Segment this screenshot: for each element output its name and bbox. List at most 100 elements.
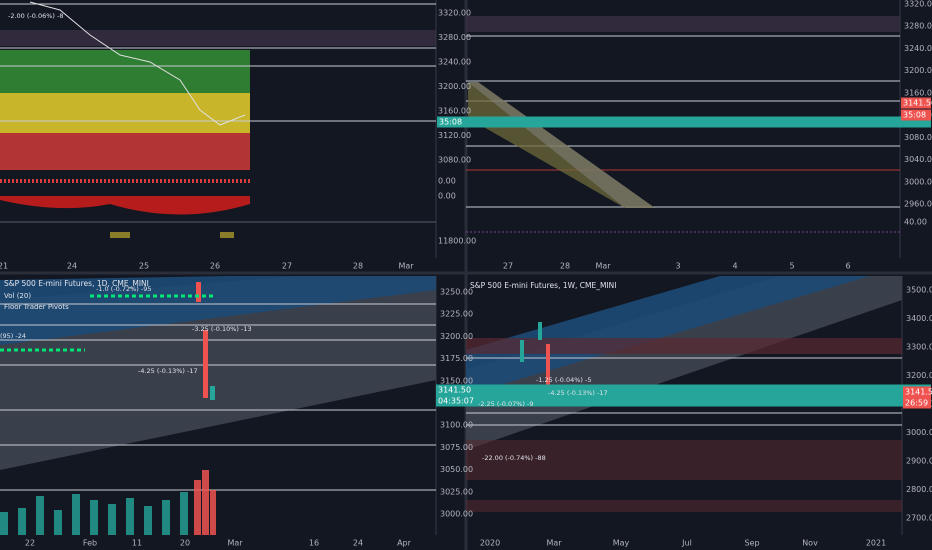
channel-top (466, 276, 870, 395)
time-label: 28 (353, 262, 363, 271)
annotation: -1.0 (-0.72%) -95 (96, 285, 152, 293)
candle (196, 282, 201, 302)
price-label: 3000.00 (904, 177, 932, 186)
price-badge-text: 3141.50 (905, 388, 932, 397)
time-label: 24 (353, 539, 363, 548)
time-label: 27 (503, 262, 513, 271)
time-label: 6 (845, 262, 850, 271)
price-label: 3200.00 (904, 66, 932, 75)
volume-bars (0, 492, 188, 535)
price-label: 3320.00 (438, 9, 471, 18)
indicator-label: 11800.00 (438, 237, 476, 246)
time-label: 24 (67, 262, 77, 271)
legend-entry: Vol (20) (4, 292, 31, 300)
pivot-markers (0, 294, 215, 352)
zone-green (0, 50, 250, 93)
price-badge-text: 3141.50 (438, 386, 471, 395)
time-label: 25 (139, 262, 149, 271)
price-label: 3150.00 (440, 376, 473, 385)
candle (203, 330, 208, 398)
price-badge (903, 386, 931, 398)
time-label: 5 (789, 262, 794, 271)
time-label: Mar (227, 539, 243, 548)
price-label: 3300.00 (906, 343, 932, 352)
zone (466, 16, 900, 32)
time-label: Feb (83, 539, 97, 548)
price-label: 2960.00 (904, 200, 932, 209)
price-badge-text: 35:08 (903, 111, 926, 120)
candle (538, 322, 542, 340)
price-label: 3000.00 (440, 510, 473, 519)
price-label: 3160.00 (438, 107, 471, 116)
candle (546, 344, 550, 404)
price-label: 3280.00 (904, 22, 932, 31)
price-badge-text: 3141.50 (903, 99, 932, 108)
zone-red (0, 133, 250, 170)
candle (210, 386, 215, 400)
indicator-bar (110, 232, 130, 238)
time-label: Jul (681, 539, 692, 548)
price-label: 3200.00 (438, 82, 471, 91)
price-label: 3175.00 (440, 354, 473, 363)
price-badge (436, 395, 931, 407)
zone (466, 440, 902, 480)
volume-bars (194, 470, 216, 535)
price-label: 3100.00 (440, 421, 473, 430)
price-label: 3280.00 (438, 33, 471, 42)
channel (468, 82, 655, 208)
price-label: 2900.00 (906, 457, 932, 466)
channel (468, 82, 655, 208)
price-badge-text: 26:59 (905, 399, 928, 408)
time-label: 4 (732, 262, 737, 271)
time-label: 21 (0, 262, 8, 271)
price-label: 3120.00 (438, 131, 471, 140)
price-label: 3200.00 (906, 371, 932, 380)
annotation: -4.25 (-0.13%) -17 (138, 367, 198, 375)
price-label: 3000.00 (906, 428, 932, 437)
price-line (29, 1, 246, 126)
price-label: 3225.00 (440, 310, 473, 319)
time-label: Nov (802, 539, 818, 548)
time-label: Mar (546, 539, 562, 548)
annotation: -4.25 (-0.13%) -17 (548, 389, 608, 397)
annotation: -3.25 (-0.10%) -13 (192, 325, 252, 333)
time-label: 2021 (866, 539, 886, 548)
candle (520, 340, 524, 362)
time-label: 20 (180, 539, 190, 548)
price-badge (903, 397, 931, 409)
time-label: Sep (744, 539, 759, 548)
time-label: Apr (397, 539, 412, 548)
price-badge (901, 109, 931, 121)
zone (0, 30, 436, 46)
zone (466, 500, 902, 512)
price-label: 3500.00 (906, 286, 932, 295)
annotation: (95) -24 (0, 332, 26, 340)
price-label: 3200.00 (440, 332, 473, 341)
price-badge (901, 97, 931, 109)
time-label: 26 (210, 262, 220, 271)
indicator-bar (220, 232, 234, 238)
price-label: 3240.00 (904, 44, 932, 53)
time-label: May (613, 539, 630, 548)
price-badge (437, 116, 931, 128)
price-label: 3320.00 (904, 0, 932, 9)
price-label: 3240.00 (438, 58, 471, 67)
pane-bottom-left (0, 276, 436, 535)
price-badge-text: 35:08 (439, 118, 462, 127)
price-label: 3040.00 (904, 155, 932, 164)
price-label: 2800.00 (906, 485, 932, 494)
price-label: 3160.00 (904, 88, 932, 97)
time-label: 2020 (480, 539, 500, 548)
time-label: Mar (595, 262, 611, 271)
legend-entry: Floor Trader Pivots (4, 303, 69, 311)
time-label: Mar (398, 262, 414, 271)
price-label: 3400.00 (906, 314, 932, 323)
price-badge-text: 04:35:07 (438, 397, 474, 406)
chart-title: S&P 500 E-mini Futures, 1W, CME_MINI (470, 281, 617, 290)
indicator-label: 40.00 (904, 218, 927, 227)
price-label: 3080.00 (904, 133, 932, 142)
histogram (0, 196, 250, 215)
price-label: 3080.00 (438, 156, 471, 165)
zone-yellow (0, 93, 250, 133)
